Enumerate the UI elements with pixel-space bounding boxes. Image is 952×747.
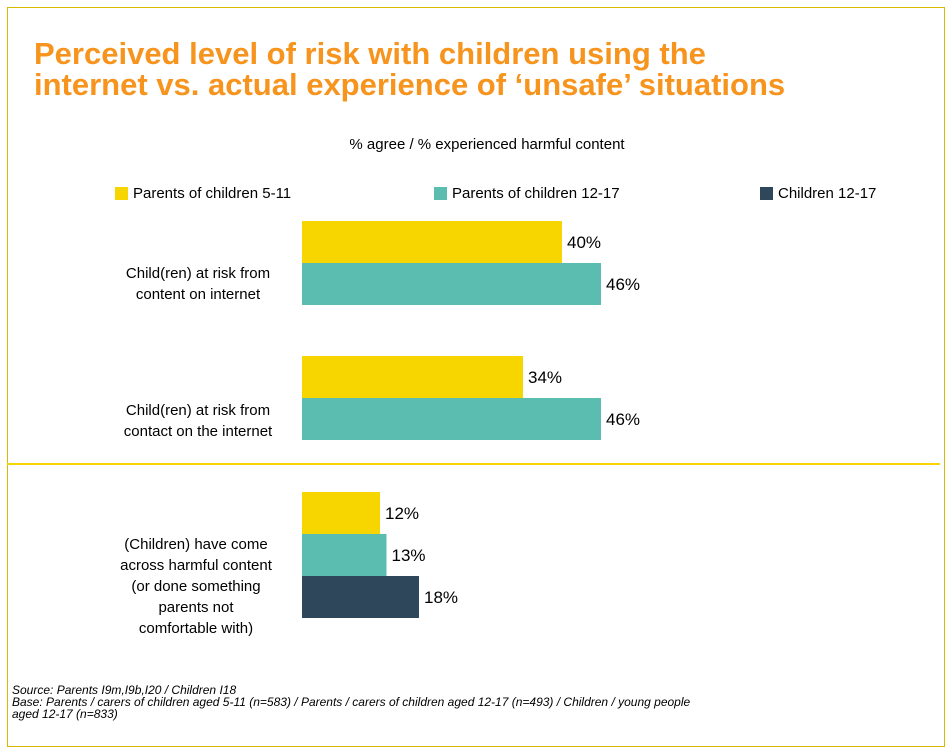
legend-item-parents-12-17: Parents of children 12-17 [434, 185, 620, 202]
bar-value-label: 13% [392, 546, 426, 565]
bar-1-1 [302, 221, 562, 263]
category-label-line: (Children) have come [124, 536, 268, 553]
bar-2-2 [302, 398, 601, 440]
bar-3-3 [302, 576, 419, 618]
title-line-1: Perceived level of risk with children us… [34, 36, 706, 71]
category-label-line: contact on the internet [123, 423, 273, 440]
legend-item-parents-5-11: Parents of children 5-11 [115, 185, 291, 202]
bar-chart: 40% 46% 34% 46% 12% 13% 18% [7, 221, 940, 618]
title-line-2: internet vs. actual experience of ‘unsaf… [34, 67, 786, 102]
category-label-line: Child(ren) at risk from [125, 402, 271, 419]
bars-group: 40% 46% 34% 46% 12% 13% 18% [302, 221, 640, 618]
source-note: Source: Parents I9m,I9b,I20 / Children I… [12, 684, 932, 720]
category-label-line: (or done something [131, 578, 261, 595]
category-label-content-risk: Child(ren) at risk from content on inter… [88, 263, 308, 305]
chart-title: Perceived level of risk with children us… [34, 38, 944, 100]
source-line: aged 12-17 (n=833) [12, 707, 118, 721]
category-label-line: parents not [158, 599, 234, 616]
category-label-contact-risk: Child(ren) at risk from contact on the i… [88, 400, 308, 442]
bar-value-label: 12% [385, 504, 419, 523]
category-label-line: comfortable with) [138, 620, 254, 637]
bar-3-1 [302, 492, 380, 534]
source-line: Source: Parents I9m,I9b,I20 / Children I… [12, 683, 237, 697]
chart-subtitle: % agree / % experienced harmful content [349, 136, 625, 153]
category-label-line: across harmful content [120, 557, 272, 574]
bar-value-label: 18% [424, 588, 458, 607]
bar-value-label: 46% [606, 275, 640, 294]
category-label-line: Child(ren) at risk from [125, 265, 271, 282]
legend-swatch [760, 187, 773, 200]
legend-item-children-12-17: Children 12-17 [760, 185, 876, 202]
legend-label: Children 12-17 [778, 185, 877, 202]
legend-label: Parents of children 12-17 [452, 185, 620, 202]
bar-3-2 [302, 534, 387, 576]
legend-swatch [115, 187, 128, 200]
category-label-harmful-content: (Children) have come across harmful cont… [86, 534, 306, 639]
bar-2-1 [302, 356, 523, 398]
bar-value-label: 34% [528, 368, 562, 387]
legend-swatch [434, 187, 447, 200]
bar-1-2 [302, 263, 601, 305]
bar-value-label: 40% [567, 233, 601, 252]
bar-value-label: 46% [606, 410, 640, 429]
source-line: Base: Parents / carers of children aged … [12, 695, 691, 709]
legend-label: Parents of children 5-11 [133, 185, 292, 202]
category-label-line: content on internet [135, 286, 261, 303]
